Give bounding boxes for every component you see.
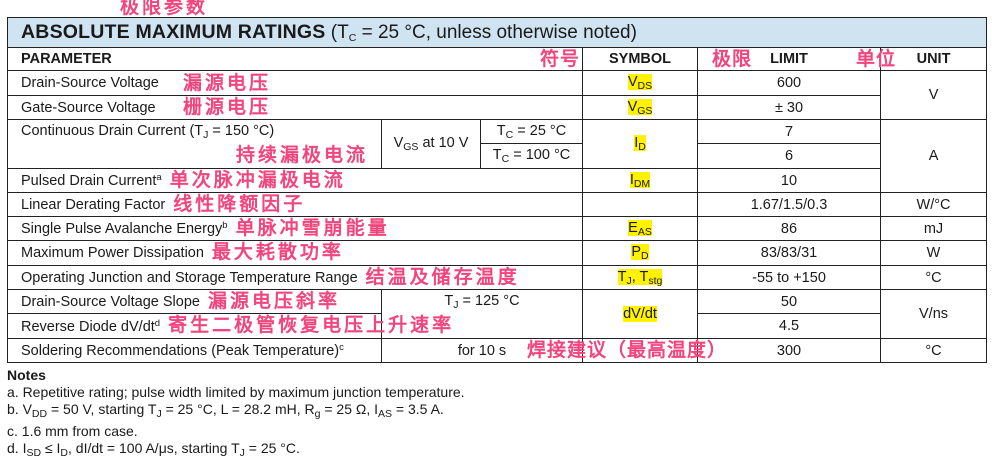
header-row: PARAMETER SYMBOL LIMIT UNIT — [7, 47, 988, 71]
limit-cell: 50 — [697, 289, 881, 314]
unit-cell: W/°C — [879, 192, 988, 217]
param-cell: Soldering Recommendations (Peak Temperat… — [7, 338, 382, 363]
note-b: b. VDD = 50 V, starting TJ = 25 °C, L = … — [7, 401, 444, 420]
annotation-vds: 漏源电压 — [183, 72, 272, 94]
unit-cell: °C — [879, 265, 988, 290]
param-cell: Drain-Source Voltage Slope — [7, 289, 382, 314]
param-cell: Gate-Source Voltage — [7, 95, 583, 120]
condition-cell: TJ = 125 °C — [381, 289, 583, 339]
symbol-cell: IDM — [582, 168, 698, 193]
header-unit: UNIT — [879, 47, 988, 71]
condition-cell: TC = 25 °C — [480, 119, 583, 144]
annotation-solder: 焊接建议（最高温度） — [527, 339, 728, 361]
annotation-unit: 单位 — [856, 48, 897, 70]
table-title: ABSOLUTE MAXIMUM RATINGS (TC = 25 °C, un… — [6, 17, 988, 48]
limit-cell: 300 — [697, 338, 881, 363]
symbol-cell — [582, 192, 698, 217]
symbol-cell: VDS — [582, 70, 698, 96]
annotation-pd: 最大耗散功率 — [211, 241, 344, 263]
notes-heading: Notes — [7, 367, 46, 383]
limit-cell: 86 — [697, 216, 881, 241]
limit-cell: 4.5 — [697, 313, 881, 339]
annotation-id: 持续漏极电流 — [236, 144, 369, 166]
table-row: Continuous Drain Current (TJ = 150 °C) V… — [7, 119, 988, 193]
table-row: Drain-Source Voltage Slope TJ = 125 °C d… — [7, 289, 988, 339]
table-title-row: ABSOLUTE MAXIMUM RATINGS (TC = 25 °C, un… — [6, 17, 988, 48]
annotation-limit: 极限 — [712, 48, 753, 70]
annotation-vgs: 栅源电压 — [183, 96, 272, 118]
symbol-cell: VGS — [582, 95, 698, 120]
table-row: Pulsed Drain Currenta IDM 10 — [7, 168, 987, 193]
symbol-cell: dV/dt — [582, 289, 698, 339]
unit-cell: mJ — [879, 216, 988, 241]
limit-cell: 7 — [697, 119, 881, 144]
symbol-cell: EAS — [582, 216, 698, 241]
condition-cell: TC = 100 °C — [480, 143, 583, 169]
header-symbol: SYMBOL — [582, 47, 698, 71]
unit-cell: A — [879, 119, 988, 193]
note-c: c. 1.6 mm from case. — [7, 423, 138, 439]
table-row: Gate-Source Voltage VGS ± 30 — [7, 95, 987, 120]
annotation-eas: 单脉冲雪崩能量 — [235, 217, 390, 239]
annotation-idm: 单次脉冲漏极电流 — [169, 169, 346, 191]
table-row: TC = 100 °C 6 — [8, 143, 987, 169]
limit-cell: -55 to +150 — [697, 265, 881, 290]
annotation-diode: 寄生二极管恢复电压上升速率 — [168, 314, 455, 336]
param-cell: Operating Junction and Storage Temperatu… — [7, 265, 583, 290]
param-cell: Single Pulse Avalanche Energyb — [7, 216, 583, 241]
param-cell: Reverse Diode dV/dtd — [7, 313, 382, 339]
annotation-tj: 结温及储存温度 — [365, 266, 520, 288]
annotation-symbol: 符号 — [540, 48, 581, 70]
limit-cell: 10 — [697, 168, 881, 193]
symbol-cell: ID — [582, 119, 698, 169]
unit-cell: °C — [879, 338, 988, 363]
unit-cell: V/ns — [879, 289, 988, 339]
limit-cell: 600 — [697, 70, 881, 96]
note-d: d. ISD ≤ ID, dI/dt = 100 A/μs, starting … — [7, 440, 300, 459]
table-row: Operating Junction and Storage Temperatu… — [7, 265, 988, 290]
annotation-ldf: 线性降额因子 — [173, 193, 306, 215]
symbol-cell: PD — [582, 240, 698, 266]
notes-section: Notes a. Repetitive rating; pulse width … — [7, 367, 465, 462]
symbol-cell: TJ, Tstg — [582, 265, 698, 290]
unit-cell: W — [879, 240, 988, 266]
annotation-title: 极限参数 — [120, 0, 209, 18]
table-row: Single Pulse Avalanche Energyb EAS 86 mJ — [7, 216, 988, 241]
note-a: a. Repetitive rating; pulse width limite… — [7, 384, 465, 400]
param-cell: Continuous Drain Current (TJ = 150 °C) — [7, 119, 382, 169]
table-row: Linear Derating Factor 1.67/1.5/0.3 W/°C — [7, 192, 988, 217]
limit-cell: 6 — [697, 143, 881, 169]
annotation-slope: 漏源电压斜率 — [207, 290, 340, 312]
limit-cell: 1.67/1.5/0.3 — [697, 192, 881, 217]
table-row: Maximum Power Dissipation PD 83/83/31 W — [7, 240, 988, 266]
table-row: Soldering Recommendations (Peak Temperat… — [7, 338, 988, 363]
absolute-maximum-ratings-table: ABSOLUTE MAXIMUM RATINGS (TC = 25 °C, un… — [6, 17, 988, 363]
table-row: Drain-Source Voltage VDS 600 V — [7, 70, 988, 120]
param-cell: Drain-Source Voltage — [7, 70, 583, 96]
unit-cell: V — [879, 70, 988, 120]
header-limit: LIMIT — [697, 47, 881, 71]
limit-cell: 83/83/31 — [697, 240, 881, 266]
condition-cell: for 10 s — [381, 338, 583, 363]
limit-cell: ± 30 — [697, 95, 881, 120]
header-parameter: PARAMETER — [7, 47, 583, 71]
table-row: Reverse Diode dV/dtd 4.5 — [7, 313, 987, 339]
condition-cell: VGS at 10 V — [381, 119, 481, 169]
